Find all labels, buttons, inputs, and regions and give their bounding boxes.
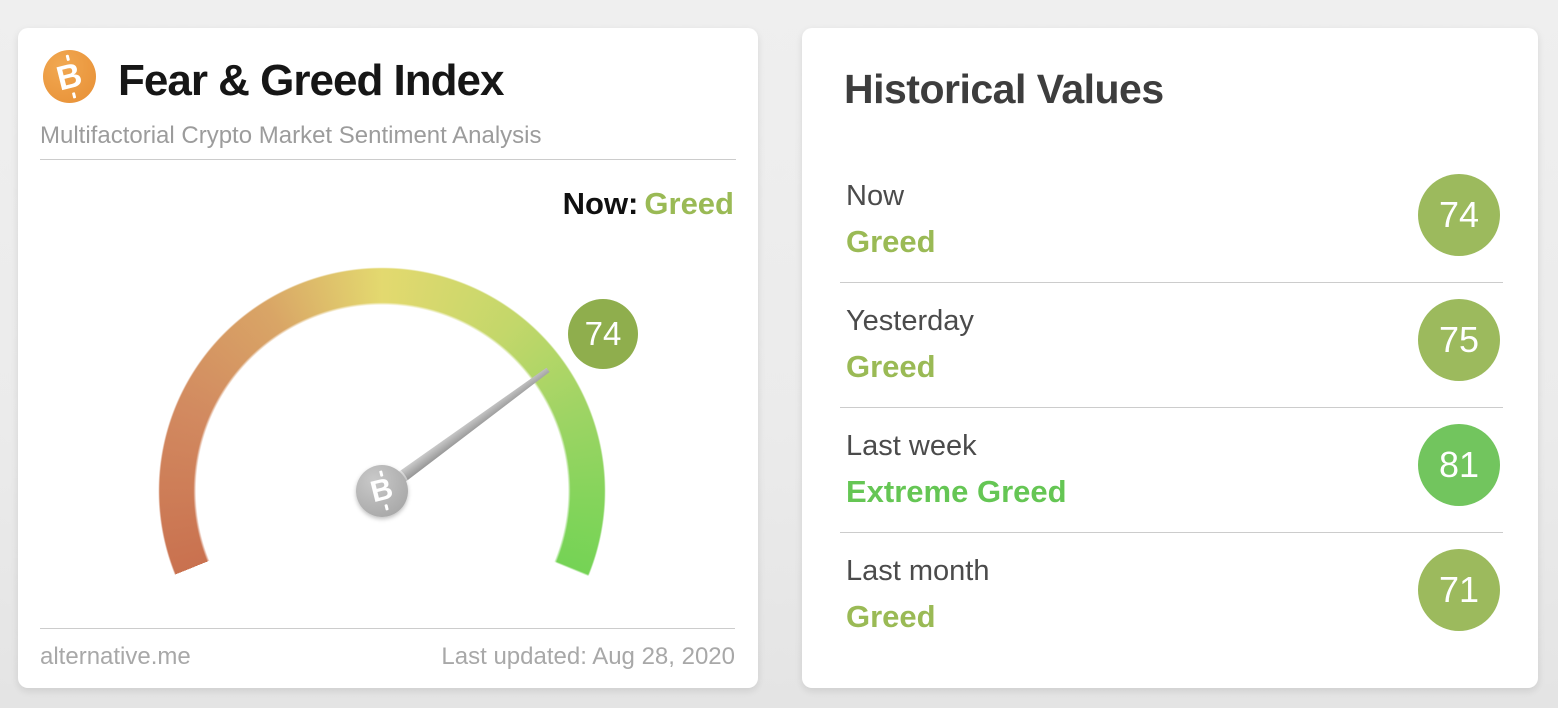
now-label: Now: [562,186,639,221]
history-row: Now Greed 74 [840,174,1503,299]
history-period-label: Last week [846,430,977,462]
bitcoin-icon: B [43,50,96,103]
gauge-needle [378,364,552,496]
source-link[interactable]: alternative.me [40,643,191,670]
gauge-card: B Fear & Greed Index Multifactorial Cryp… [18,28,758,708]
history-classification: Greed [846,599,936,634]
gauge-value-badge: 74 [568,299,638,369]
gauge-hub-bitcoin-icon: B [356,465,408,517]
history-classification: Greed [846,224,936,259]
history-value-badge: 81 [1418,424,1500,506]
history-classification: Extreme Greed [846,474,1067,509]
page-subtitle: Multifactorial Crypto Market Sentiment A… [40,122,542,149]
bitcoin-b-glyph: B [52,53,87,99]
header-divider [40,159,736,160]
history-row: Yesterday Greed 75 [840,299,1503,424]
history-row: Last week Extreme Greed 81 [840,424,1503,549]
page-title: Fear & Greed Index [118,56,504,105]
gauge-arc [158,267,606,708]
footer-divider [40,628,735,629]
bitcoin-b-glyph: B [367,470,397,511]
historical-rows: Now Greed 74 Yesterday Greed 75 Last wee… [840,174,1503,676]
historical-values-title: Historical Values [844,66,1164,112]
row-divider [840,532,1503,533]
historical-values-card: Historical Values Now Greed 74 Yesterday… [802,28,1538,688]
current-classification: Now: Greed [563,186,734,222]
history-value-badge: 71 [1418,549,1500,631]
row-divider [840,282,1503,283]
history-period-label: Yesterday [846,305,974,337]
history-period-label: Now [846,180,905,212]
history-value-badge: 74 [1418,174,1500,256]
history-value-badge: 75 [1418,299,1500,381]
history-row: Last month Greed 71 [846,549,1500,674]
history-classification: Greed [846,349,936,384]
row-divider [840,407,1503,408]
history-period-label: Last month [846,555,990,587]
now-value: Greed [644,186,734,221]
last-updated: Last updated: Aug 28, 2020 [441,643,735,670]
